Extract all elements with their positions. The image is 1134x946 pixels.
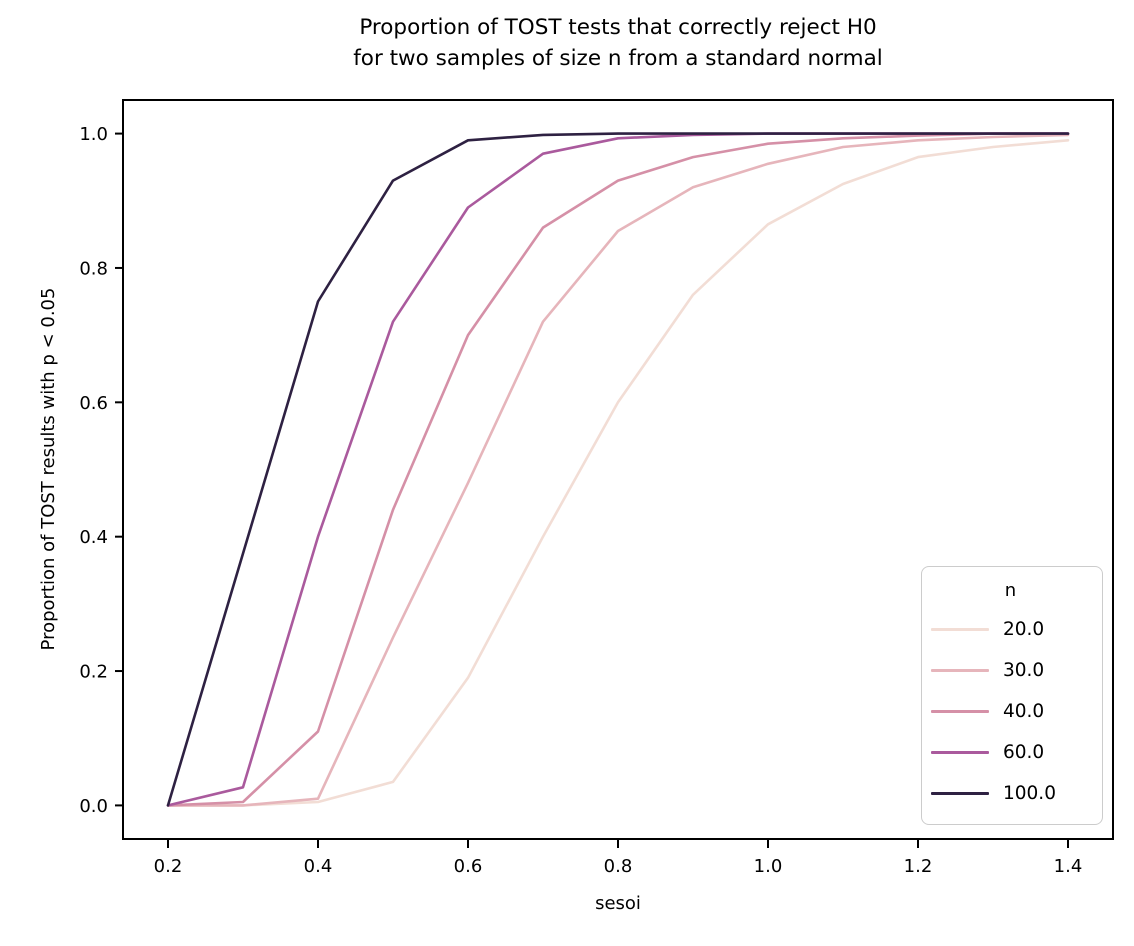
- series-line-30.0: [166, 133, 1070, 807]
- series-line-100.0: [166, 132, 1070, 807]
- legend-line-swatch: [931, 669, 989, 672]
- x-tick-label: 1.4: [1054, 856, 1083, 877]
- legend-line-swatch: [931, 751, 989, 754]
- series-line-40.0: [166, 132, 1070, 807]
- legend-row-20.0: 20.0: [931, 609, 1090, 650]
- y-tick-label: 0.8: [79, 258, 108, 279]
- legend-row-60.0: 60.0: [931, 732, 1090, 773]
- y-tick-label: 1.0: [79, 124, 108, 145]
- legend: n 20.0 30.0 40.0 60.0 100.0: [921, 566, 1103, 825]
- y-tick-label: 0.6: [79, 393, 108, 414]
- legend-line-swatch: [931, 710, 989, 713]
- chart-title-line2: for two samples of size n from a standar…: [353, 46, 883, 71]
- legend-line-swatch: [931, 792, 989, 795]
- chart-title-line1: Proportion of TOST tests that correctly …: [359, 15, 877, 40]
- legend-line-swatch: [931, 628, 989, 631]
- legend-row-40.0: 40.0: [931, 691, 1090, 732]
- legend-entry-label: 60.0: [1003, 742, 1045, 763]
- x-tick-label: 0.2: [154, 856, 183, 877]
- y-tick-label: 0.0: [79, 796, 108, 817]
- y-axis-label: Proportion of TOST results with p < 0.05: [38, 106, 59, 651]
- legend-entry-label: 30.0: [1003, 660, 1045, 681]
- x-tick-label: 0.4: [304, 856, 333, 877]
- legend-row-30.0: 30.0: [931, 650, 1090, 691]
- legend-entry-label: 40.0: [1003, 701, 1045, 722]
- y-axis-label-text: Proportion of TOST results with p < 0.05: [38, 287, 59, 651]
- chart-title: Proportion of TOST tests that correctly …: [123, 12, 1113, 74]
- legend-row-100.0: 100.0: [931, 773, 1090, 814]
- x-tick-label: 1.2: [904, 856, 933, 877]
- legend-entry-label: 100.0: [1003, 783, 1056, 804]
- axes-spines: [122, 99, 1114, 840]
- legend-entry-label: 20.0: [1003, 619, 1045, 640]
- series-line-20.0: [166, 139, 1070, 807]
- y-tick-label: 0.2: [79, 662, 108, 683]
- y-tick-label: 0.4: [79, 527, 108, 548]
- x-tick-label: 0.6: [454, 856, 483, 877]
- x-tick-label: 1.0: [754, 856, 783, 877]
- x-tick-label: 0.8: [604, 856, 633, 877]
- x-axis-label: sesoi: [595, 893, 641, 914]
- legend-title: n: [1004, 580, 1017, 601]
